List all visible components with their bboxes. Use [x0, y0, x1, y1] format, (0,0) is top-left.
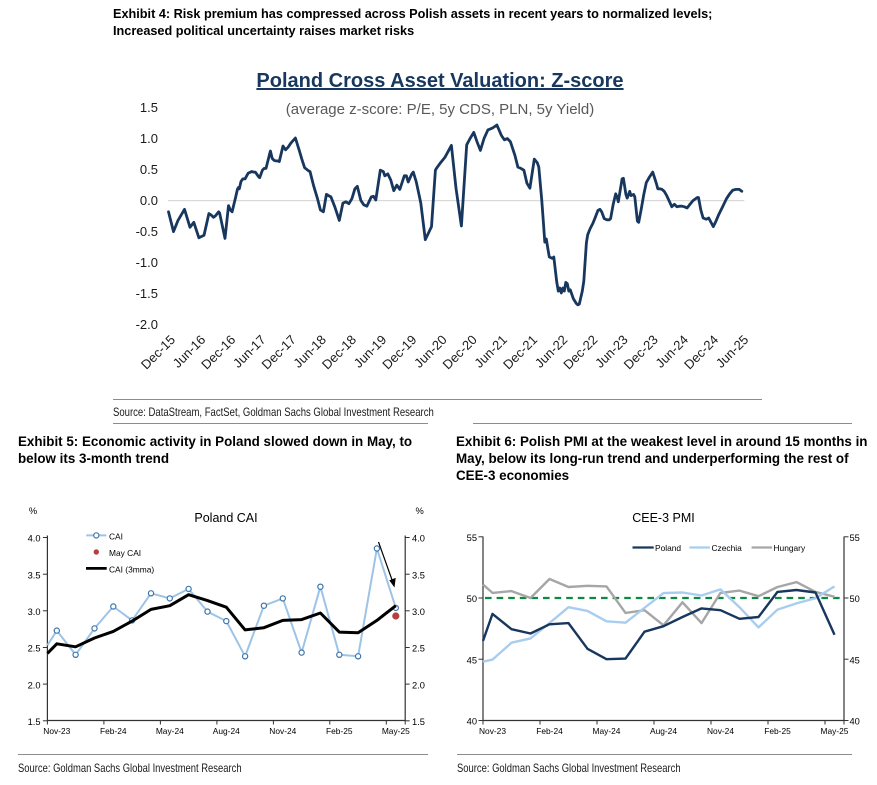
- svg-text:-1.0: -1.0: [136, 255, 158, 270]
- svg-text:Dec-23: Dec-23: [621, 332, 661, 372]
- svg-text:Nov-23: Nov-23: [43, 726, 70, 736]
- svg-text:Dec-17: Dec-17: [259, 332, 299, 372]
- svg-text:55: 55: [467, 533, 477, 543]
- svg-text:Dec-18: Dec-18: [319, 332, 359, 372]
- svg-text:Poland: Poland: [655, 543, 681, 553]
- svg-text:3.0: 3.0: [412, 607, 425, 617]
- svg-text:45: 45: [467, 655, 477, 665]
- svg-text:0.5: 0.5: [140, 162, 158, 177]
- svg-text:Poland Cross Asset Valuation:: Poland Cross Asset Valuation: Z-score: [256, 70, 623, 92]
- svg-text:Jun-25: Jun-25: [713, 332, 752, 371]
- svg-text:1.5: 1.5: [28, 717, 41, 727]
- svg-text:40: 40: [467, 717, 477, 727]
- svg-text:Dec-22: Dec-22: [560, 332, 600, 372]
- svg-text:0.0: 0.0: [140, 193, 158, 208]
- svg-text:Dec-24: Dec-24: [681, 332, 721, 372]
- svg-text:May-25: May-25: [382, 726, 410, 736]
- svg-text:Nov-24: Nov-24: [269, 726, 296, 736]
- svg-text:2.0: 2.0: [412, 680, 425, 690]
- svg-text:2.5: 2.5: [412, 644, 425, 654]
- svg-text:2.5: 2.5: [28, 644, 41, 654]
- svg-text:Feb-24: Feb-24: [536, 726, 563, 736]
- svg-text:May CAI: May CAI: [109, 548, 141, 558]
- svg-text:Aug-24: Aug-24: [213, 726, 240, 736]
- svg-text:3.0: 3.0: [28, 607, 41, 617]
- svg-text:4.0: 4.0: [28, 534, 41, 544]
- svg-text:50: 50: [850, 594, 860, 604]
- svg-text:May-24: May-24: [593, 726, 621, 736]
- svg-text:CAI: CAI: [109, 532, 123, 542]
- svg-text:Nov-23: Nov-23: [479, 726, 506, 736]
- svg-text:1.0: 1.0: [140, 131, 158, 146]
- svg-text:Feb-24: Feb-24: [100, 726, 127, 736]
- svg-text:May-24: May-24: [156, 726, 184, 736]
- svg-text:45: 45: [850, 655, 860, 665]
- svg-text:%: %: [29, 506, 37, 516]
- svg-text:Dec-19: Dec-19: [379, 332, 419, 372]
- svg-text:Aug-24: Aug-24: [650, 726, 677, 736]
- svg-text:Dec-16: Dec-16: [198, 332, 238, 372]
- svg-text:40: 40: [850, 717, 860, 727]
- svg-text:CEE-3 PMI: CEE-3 PMI: [632, 511, 695, 525]
- svg-text:3.5: 3.5: [28, 570, 41, 580]
- svg-text:-0.5: -0.5: [136, 224, 158, 239]
- svg-text:-1.5: -1.5: [136, 286, 158, 301]
- svg-text:50: 50: [467, 594, 477, 604]
- svg-text:-2.0: -2.0: [136, 317, 158, 332]
- svg-text:Feb-25: Feb-25: [764, 726, 791, 736]
- svg-text:Nov-24: Nov-24: [707, 726, 734, 736]
- svg-text:Hungary: Hungary: [774, 543, 806, 553]
- svg-text:Czechia: Czechia: [712, 543, 743, 553]
- svg-text:Dec-20: Dec-20: [440, 332, 480, 372]
- svg-text:3.5: 3.5: [412, 570, 425, 580]
- svg-text:CAI (3mma): CAI (3mma): [109, 565, 154, 575]
- svg-text:Dec-15: Dec-15: [138, 332, 178, 372]
- svg-text:2.0: 2.0: [28, 680, 41, 690]
- svg-text:Poland CAI: Poland CAI: [194, 511, 257, 525]
- svg-text:Feb-25: Feb-25: [326, 726, 353, 736]
- svg-text:1.5: 1.5: [412, 717, 425, 727]
- svg-text:55: 55: [850, 533, 860, 543]
- svg-text:Dec-21: Dec-21: [500, 332, 540, 372]
- svg-text:1.5: 1.5: [140, 100, 158, 115]
- svg-text:May-25: May-25: [821, 726, 849, 736]
- svg-text:4.0: 4.0: [412, 534, 425, 544]
- svg-text:(average z-score: P/E, 5y CDS,: (average z-score: P/E, 5y CDS, PLN, 5y Y…: [286, 101, 594, 118]
- svg-text:%: %: [416, 506, 424, 516]
